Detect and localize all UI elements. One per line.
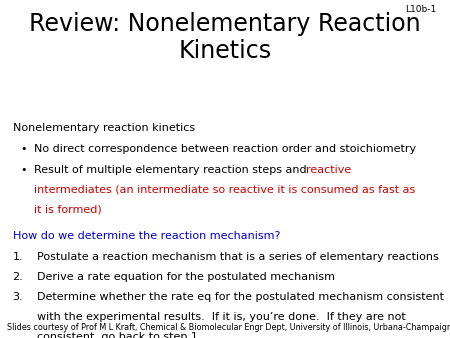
- Text: 2.: 2.: [13, 272, 23, 282]
- Text: with the experimental results.  If it is, you’re done.  If they are not: with the experimental results. If it is,…: [37, 312, 405, 322]
- Text: No direct correspondence between reaction order and stoichiometry: No direct correspondence between reactio…: [34, 144, 416, 154]
- Text: Slides courtesy of Prof M L Kraft, Chemical & Biomolecular Engr Dept, University: Slides courtesy of Prof M L Kraft, Chemi…: [7, 323, 450, 332]
- Text: intermediates (an intermediate so reactive it is consumed as fast as: intermediates (an intermediate so reacti…: [34, 185, 415, 195]
- Text: 3.: 3.: [13, 292, 23, 302]
- Text: consistent, go back to step 1.: consistent, go back to step 1.: [37, 332, 202, 338]
- Text: Result of multiple elementary reaction steps and: Result of multiple elementary reaction s…: [34, 165, 310, 175]
- Text: Review: Nonelementary Reaction
Kinetics: Review: Nonelementary Reaction Kinetics: [29, 12, 421, 63]
- Text: •: •: [20, 165, 27, 175]
- Text: it is formed): it is formed): [34, 204, 102, 215]
- Text: •: •: [20, 144, 27, 154]
- Text: Postulate a reaction mechanism that is a series of elementary reactions: Postulate a reaction mechanism that is a…: [37, 252, 439, 262]
- Text: How do we determine the reaction mechanism?: How do we determine the reaction mechani…: [13, 232, 280, 241]
- Text: Determine whether the rate eq for the postulated mechanism consistent: Determine whether the rate eq for the po…: [37, 292, 444, 302]
- Text: L10b-1: L10b-1: [405, 5, 436, 14]
- Text: Nonelementary reaction kinetics: Nonelementary reaction kinetics: [13, 123, 195, 134]
- Text: 1.: 1.: [13, 252, 23, 262]
- Text: Derive a rate equation for the postulated mechanism: Derive a rate equation for the postulate…: [37, 272, 335, 282]
- Text: reactive: reactive: [306, 165, 351, 175]
